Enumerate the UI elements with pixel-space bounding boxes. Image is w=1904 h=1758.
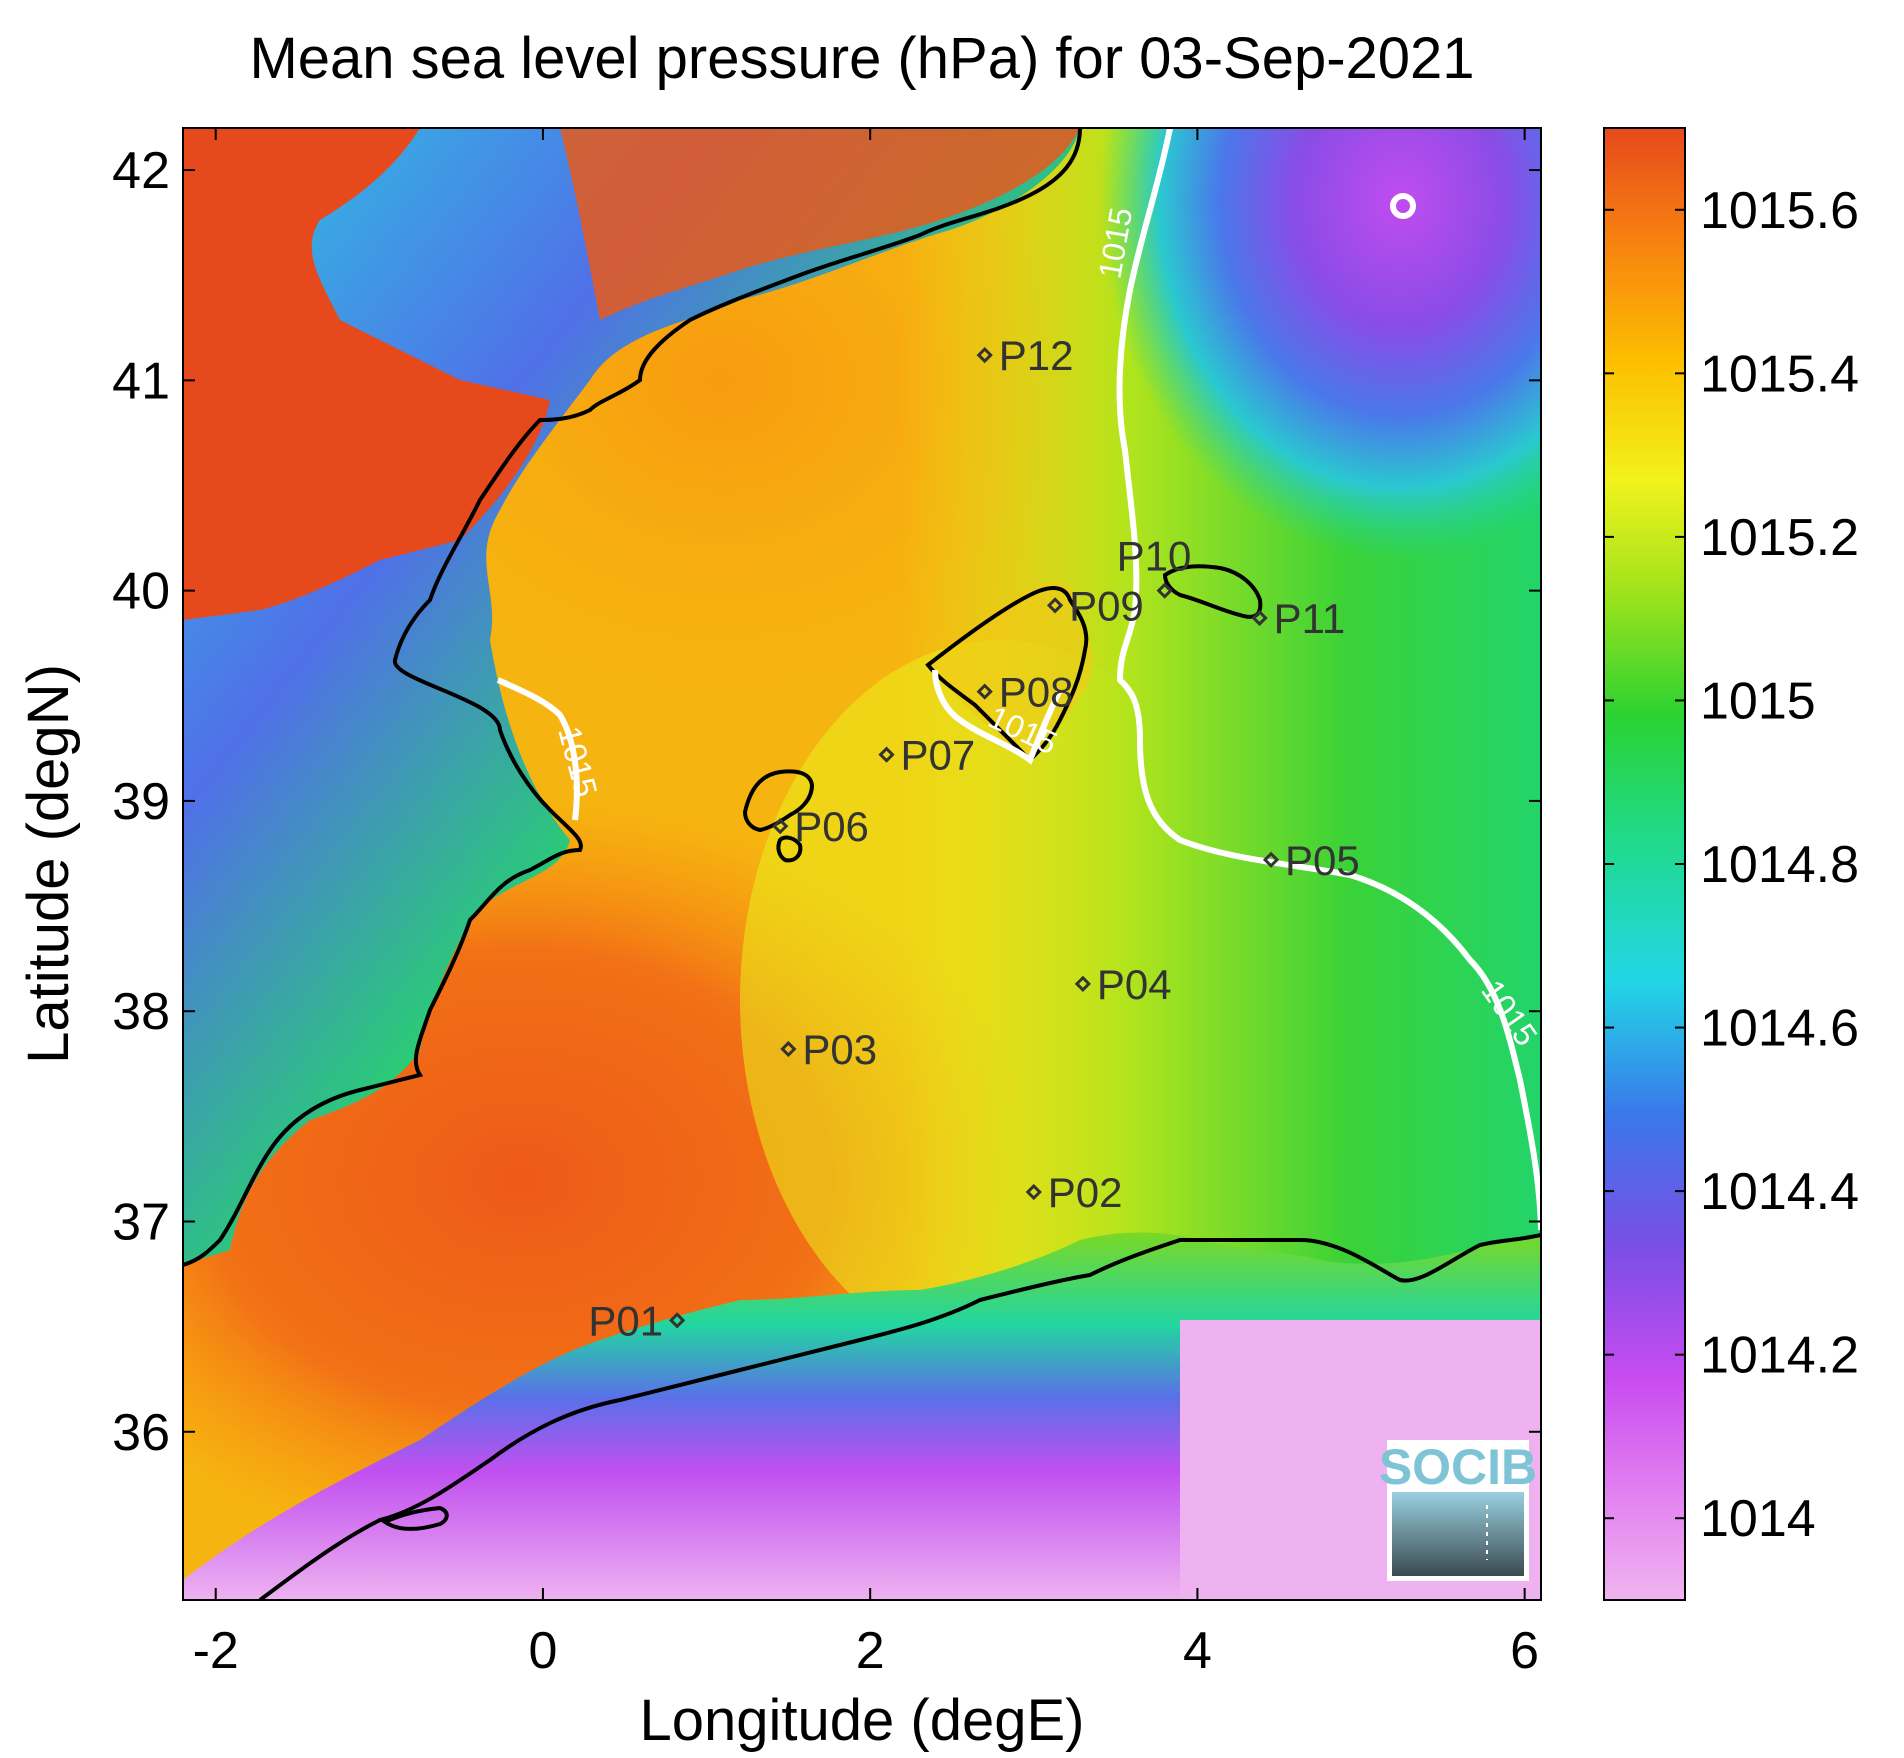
- colorbar-tick-label: 1014: [1700, 1490, 1816, 1548]
- isobar-mallorca: [932, 669, 1063, 765]
- africa-coastline: [258, 1233, 1541, 1600]
- x-tick-label: 6: [1510, 1622, 1539, 1680]
- iberia-coastline: [183, 128, 1082, 1267]
- station-p03[interactable]: P03: [780, 1026, 877, 1073]
- station-marker: [976, 346, 993, 364]
- station-marker: [976, 683, 993, 700]
- station-label: P12: [999, 332, 1074, 379]
- station-p05[interactable]: P05: [1262, 837, 1360, 884]
- colorbar-tick-label: 1014.2: [1700, 1327, 1859, 1385]
- plot-frame: [182, 127, 1542, 1601]
- station-p04[interactable]: P04: [1074, 961, 1172, 1008]
- y-tick-label: 42: [112, 142, 170, 200]
- station-label: P09: [1069, 582, 1144, 629]
- station-marker: [780, 1040, 797, 1058]
- station-p07[interactable]: P07: [878, 732, 976, 779]
- colorbar-tick-label: 1015: [1700, 672, 1816, 730]
- y-axis: 42 41 40 39 38 37 36: [112, 142, 1541, 1462]
- colorbar-tick-label: 1014.8: [1700, 836, 1859, 894]
- colorbar: 1015.6 1015.4 1015.2 1015 1014.8 1014.6 1014.4…: [1603, 127, 1859, 1601]
- station-marker: [1046, 597, 1064, 614]
- station-p12[interactable]: P12: [976, 332, 1074, 379]
- station-p09[interactable]: P09: [1046, 582, 1144, 629]
- x-axis-label: Longitude (degE): [640, 1688, 1085, 1753]
- colorbar-ticks: 1015.6 1015.4 1015.2 1015 1014.8 1014.6 1014.4…: [1604, 182, 1859, 1548]
- colorbar-gradient: [1603, 127, 1686, 1601]
- station-label: P04: [1097, 961, 1172, 1008]
- station-marker: [878, 746, 895, 763]
- x-tick-label: 2: [856, 1622, 885, 1680]
- station-p08[interactable]: P08: [976, 669, 1074, 716]
- colorbar-tick-label: 1015.2: [1700, 509, 1859, 567]
- chart-title: Mean sea level pressure (hPa) for 03-Sep…: [249, 26, 1474, 91]
- station-label: P07: [901, 732, 976, 779]
- isobar-valencia: [496, 677, 580, 821]
- station-label: P06: [794, 803, 869, 850]
- y-tick-label: 38: [112, 983, 170, 1041]
- station-marker: [1025, 1183, 1042, 1201]
- y-tick-label: 40: [112, 563, 170, 621]
- formentera-coastline: [776, 835, 803, 863]
- colorbar-tick-label: 1014.6: [1700, 1000, 1859, 1058]
- isobar-low-ring: [1390, 193, 1416, 219]
- station-p02[interactable]: P02: [1025, 1169, 1123, 1216]
- ibiza-coastline: [742, 769, 815, 833]
- station-marker: [1262, 851, 1280, 868]
- station-label: P10: [1117, 533, 1192, 580]
- mallorca-coastline: [925, 586, 1089, 763]
- colorbar-tick-label: 1015.4: [1700, 345, 1859, 403]
- station-label: P01: [588, 1297, 663, 1344]
- y-tick-label: 36: [112, 1404, 170, 1462]
- station-p06[interactable]: P06: [772, 803, 869, 850]
- station-label: P03: [802, 1026, 877, 1073]
- station-marker: [1156, 582, 1173, 599]
- x-axis: -2 0 2 4 6: [193, 128, 1539, 1680]
- y-tick-label: 37: [112, 1193, 170, 1251]
- socib-logo: SOCIB: [1379, 1439, 1537, 1581]
- station-marker: [772, 818, 789, 835]
- logo-text: SOCIB: [1379, 1439, 1537, 1495]
- y-tick-label: 39: [112, 773, 170, 831]
- station-p11[interactable]: P11: [1251, 595, 1346, 642]
- colorbar-tick-label: 1015.6: [1700, 182, 1859, 240]
- iberia-highland: [183, 128, 550, 620]
- map-plot[interactable]: 1015 1015 1015 1015 P01P02P03P04P05P06P0…: [0, 0, 1700, 1600]
- contour-1015: [496, 128, 1541, 1231]
- station-label: P11: [1274, 595, 1346, 642]
- pressure-low-northeast: [1100, 128, 1541, 560]
- station-marker: [668, 1312, 686, 1329]
- alboran-island-coastline: [380, 1505, 449, 1531]
- x-tick-label: 4: [1183, 1622, 1212, 1680]
- x-tick-label: 0: [528, 1622, 557, 1680]
- station-label: P02: [1048, 1169, 1123, 1216]
- station-marker: [1251, 609, 1268, 627]
- colorbar-tick-label: 1014.4: [1700, 1163, 1859, 1221]
- isobar-east: [1116, 128, 1541, 1231]
- station-p10[interactable]: P10: [1117, 533, 1192, 599]
- x-tick-label: -2: [193, 1622, 239, 1680]
- y-axis-label: Latitude (degN): [16, 664, 81, 1064]
- station-p01[interactable]: P01: [588, 1297, 686, 1344]
- northern-land-strip: [560, 128, 1080, 320]
- station-label: P08: [999, 669, 1074, 716]
- station-label: P05: [1285, 837, 1360, 884]
- y-tick-label: 41: [112, 352, 170, 410]
- station-marker: [1074, 975, 1092, 992]
